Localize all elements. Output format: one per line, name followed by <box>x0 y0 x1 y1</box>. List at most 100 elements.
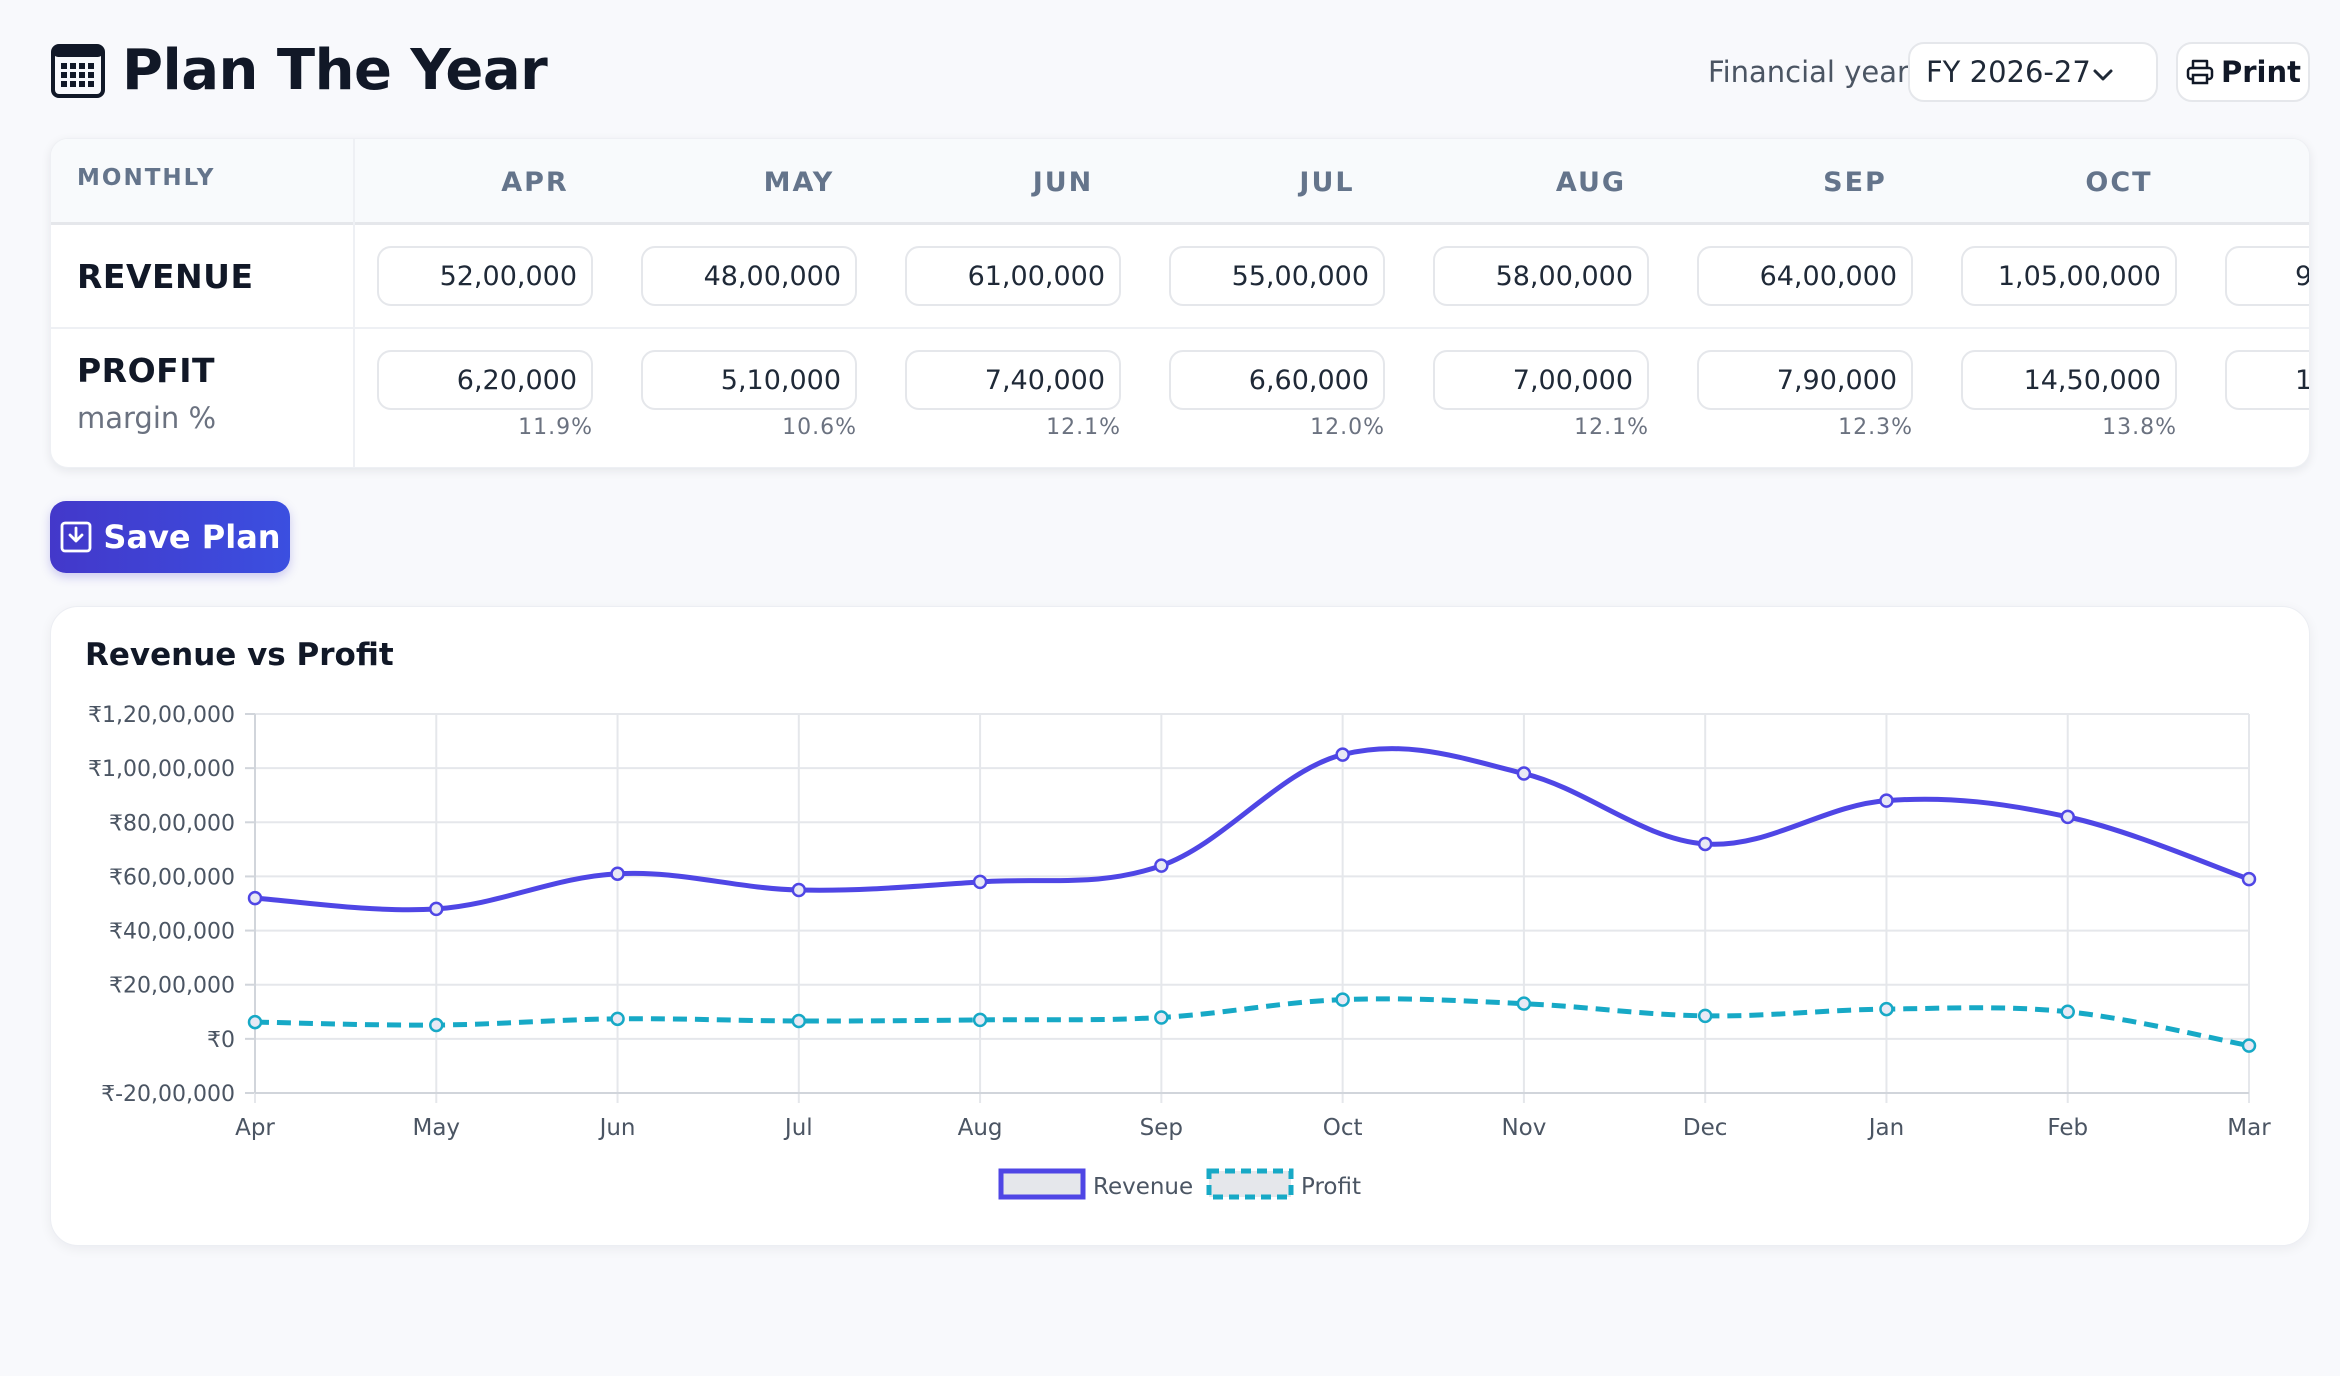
monthly-label: MONTHLY <box>77 165 216 191</box>
margin-value: 11.9% <box>518 415 593 440</box>
revenue-point <box>791 882 807 898</box>
margin-value: 12.1% <box>1574 415 1649 440</box>
revenue-point <box>1697 836 1713 852</box>
profit-input[interactable] <box>1433 350 1649 410</box>
revenue-point <box>247 890 263 906</box>
revenue-profit-chart-card: Revenue vs Profit ₹-20,00,000 ₹0 ₹20,00,00… <box>50 606 2310 1246</box>
profit-point <box>972 1012 988 1028</box>
x-tick-label: Dec <box>1683 1115 1728 1141</box>
profit-point <box>247 1014 263 1030</box>
profit-label: PROFIT <box>77 351 215 390</box>
x-tick-label: Jan <box>1867 1115 1904 1141</box>
month-header: JUN <box>1032 167 1094 198</box>
profit-point <box>2060 1004 2075 1020</box>
profit-input[interactable] <box>641 350 857 410</box>
margin-label: margin % <box>77 401 217 435</box>
revenue-point <box>610 866 625 881</box>
x-tick-label: Aug <box>958 1115 1003 1141</box>
month-header: N <box>2275 167 2309 198</box>
financial-year-value: FY 2026-27 <box>1926 55 2091 89</box>
revenue-row: REVENUE <box>51 225 2309 329</box>
calendar-icon <box>51 44 105 98</box>
label-column-divider <box>353 139 355 467</box>
revenue-point <box>2241 871 2257 887</box>
app-title: Plan The Year <box>50 36 548 106</box>
profit-point <box>1697 1008 1713 1024</box>
plan-table: MONTHLY APR MAY JUN JUL AUG SEP OCT N RE… <box>50 138 2310 468</box>
revenue-point <box>429 901 444 917</box>
y-tick-label: ₹1,20,00,000 <box>88 703 235 728</box>
revenue-series-line <box>254 746 2250 913</box>
x-tick-label: Nov <box>1501 1115 1546 1141</box>
revenue-point <box>1879 793 1894 808</box>
month-header: MAY <box>763 167 835 198</box>
y-tick-label: ₹-20,00,000 <box>101 1082 235 1107</box>
margin-value: 12.3% <box>1838 415 1913 440</box>
x-tick-label: May <box>412 1115 460 1141</box>
revenue-legend-swatch <box>998 1168 1086 1200</box>
revenue-point <box>2060 809 2075 825</box>
print-button-label: Print <box>2220 55 2301 89</box>
revenue-point <box>972 874 988 890</box>
download-save-icon <box>61 521 92 553</box>
y-tick-label: ₹0 <box>207 1028 235 1053</box>
x-tick-label: Sep <box>1140 1115 1183 1141</box>
y-tick-label: ₹1,00,00,000 <box>88 757 235 782</box>
revenue-input[interactable] <box>905 246 1121 306</box>
profit-input[interactable] <box>905 350 1121 410</box>
revenue-input[interactable] <box>377 246 593 306</box>
y-tick-label: ₹80,00,000 <box>109 811 235 836</box>
revenue-legend-label: Revenue <box>1093 1174 1193 1200</box>
revenue-input[interactable] <box>2225 246 2309 306</box>
profit-input[interactable] <box>1169 350 1385 410</box>
financial-year-label: Financial year <box>1708 55 1909 89</box>
profit-point <box>1335 992 1350 1007</box>
profit-point <box>1879 1001 1894 1017</box>
month-header: APR <box>501 167 569 198</box>
profit-input[interactable] <box>1697 350 1913 410</box>
month-header: SEP <box>1823 167 1887 198</box>
profit-point <box>2241 1038 2257 1053</box>
x-tick-label: Jul <box>783 1115 813 1141</box>
x-tick-label: Apr <box>235 1115 275 1141</box>
chart-title: Revenue vs Profit <box>85 637 394 673</box>
profit-point <box>791 1013 807 1029</box>
margin-value: 12.1% <box>1046 415 1121 440</box>
revenue-profit-chart: ₹-20,00,000 ₹0 ₹20,00,000 ₹40,00,000 ₹60,00,… <box>88 703 2271 1200</box>
printer-icon <box>2186 59 2214 85</box>
save-plan-button[interactable]: Save Plan <box>50 501 290 573</box>
profit-point <box>610 1011 625 1027</box>
revenue-input[interactable] <box>1433 246 1649 306</box>
x-tick-label: Feb <box>2047 1115 2088 1141</box>
revenue-input[interactable] <box>1697 246 1913 306</box>
margin-value: 10.6% <box>782 415 857 440</box>
y-tick-label: ₹20,00,000 <box>109 974 235 999</box>
x-tick-label: Oct <box>1323 1115 1363 1141</box>
x-tick-label: Mar <box>2227 1115 2271 1141</box>
revenue-input[interactable] <box>641 246 857 306</box>
profit-series-line <box>254 996 2250 1049</box>
profit-row: PROFIT margin % 11.9% 10.6% 12.1% 12.0% … <box>51 329 2309 467</box>
revenue-input[interactable] <box>1169 246 1385 306</box>
revenue-point <box>1516 766 1532 781</box>
margin-value: 13.8% <box>2102 415 2177 440</box>
save-plan-label: Save Plan <box>103 518 281 556</box>
revenue-point <box>1154 858 1169 873</box>
page-title: Plan The Year <box>122 38 548 103</box>
revenue-label: REVENUE <box>77 257 254 296</box>
profit-point <box>1516 996 1532 1011</box>
x-tick-label: Jun <box>598 1115 636 1141</box>
print-button[interactable]: Print <box>2176 42 2310 102</box>
financial-year-select[interactable]: FY 2026-27 <box>1908 42 2158 102</box>
profit-input[interactable] <box>1961 350 2177 410</box>
revenue-input[interactable] <box>1961 246 2177 306</box>
profit-legend-label: Profit <box>1301 1174 1361 1200</box>
revenue-point <box>1335 747 1350 762</box>
table-header-row: MONTHLY APR MAY JUN JUL AUG SEP OCT N <box>51 139 2309 225</box>
margin-value: 12.0% <box>1310 415 1385 440</box>
profit-input[interactable] <box>2225 350 2309 410</box>
y-tick-label: ₹60,00,000 <box>109 865 235 890</box>
profit-input[interactable] <box>377 350 593 410</box>
page-header: Plan The Year Financial year FY 2026-27 … <box>0 0 2340 140</box>
month-header: AUG <box>1555 167 1627 198</box>
